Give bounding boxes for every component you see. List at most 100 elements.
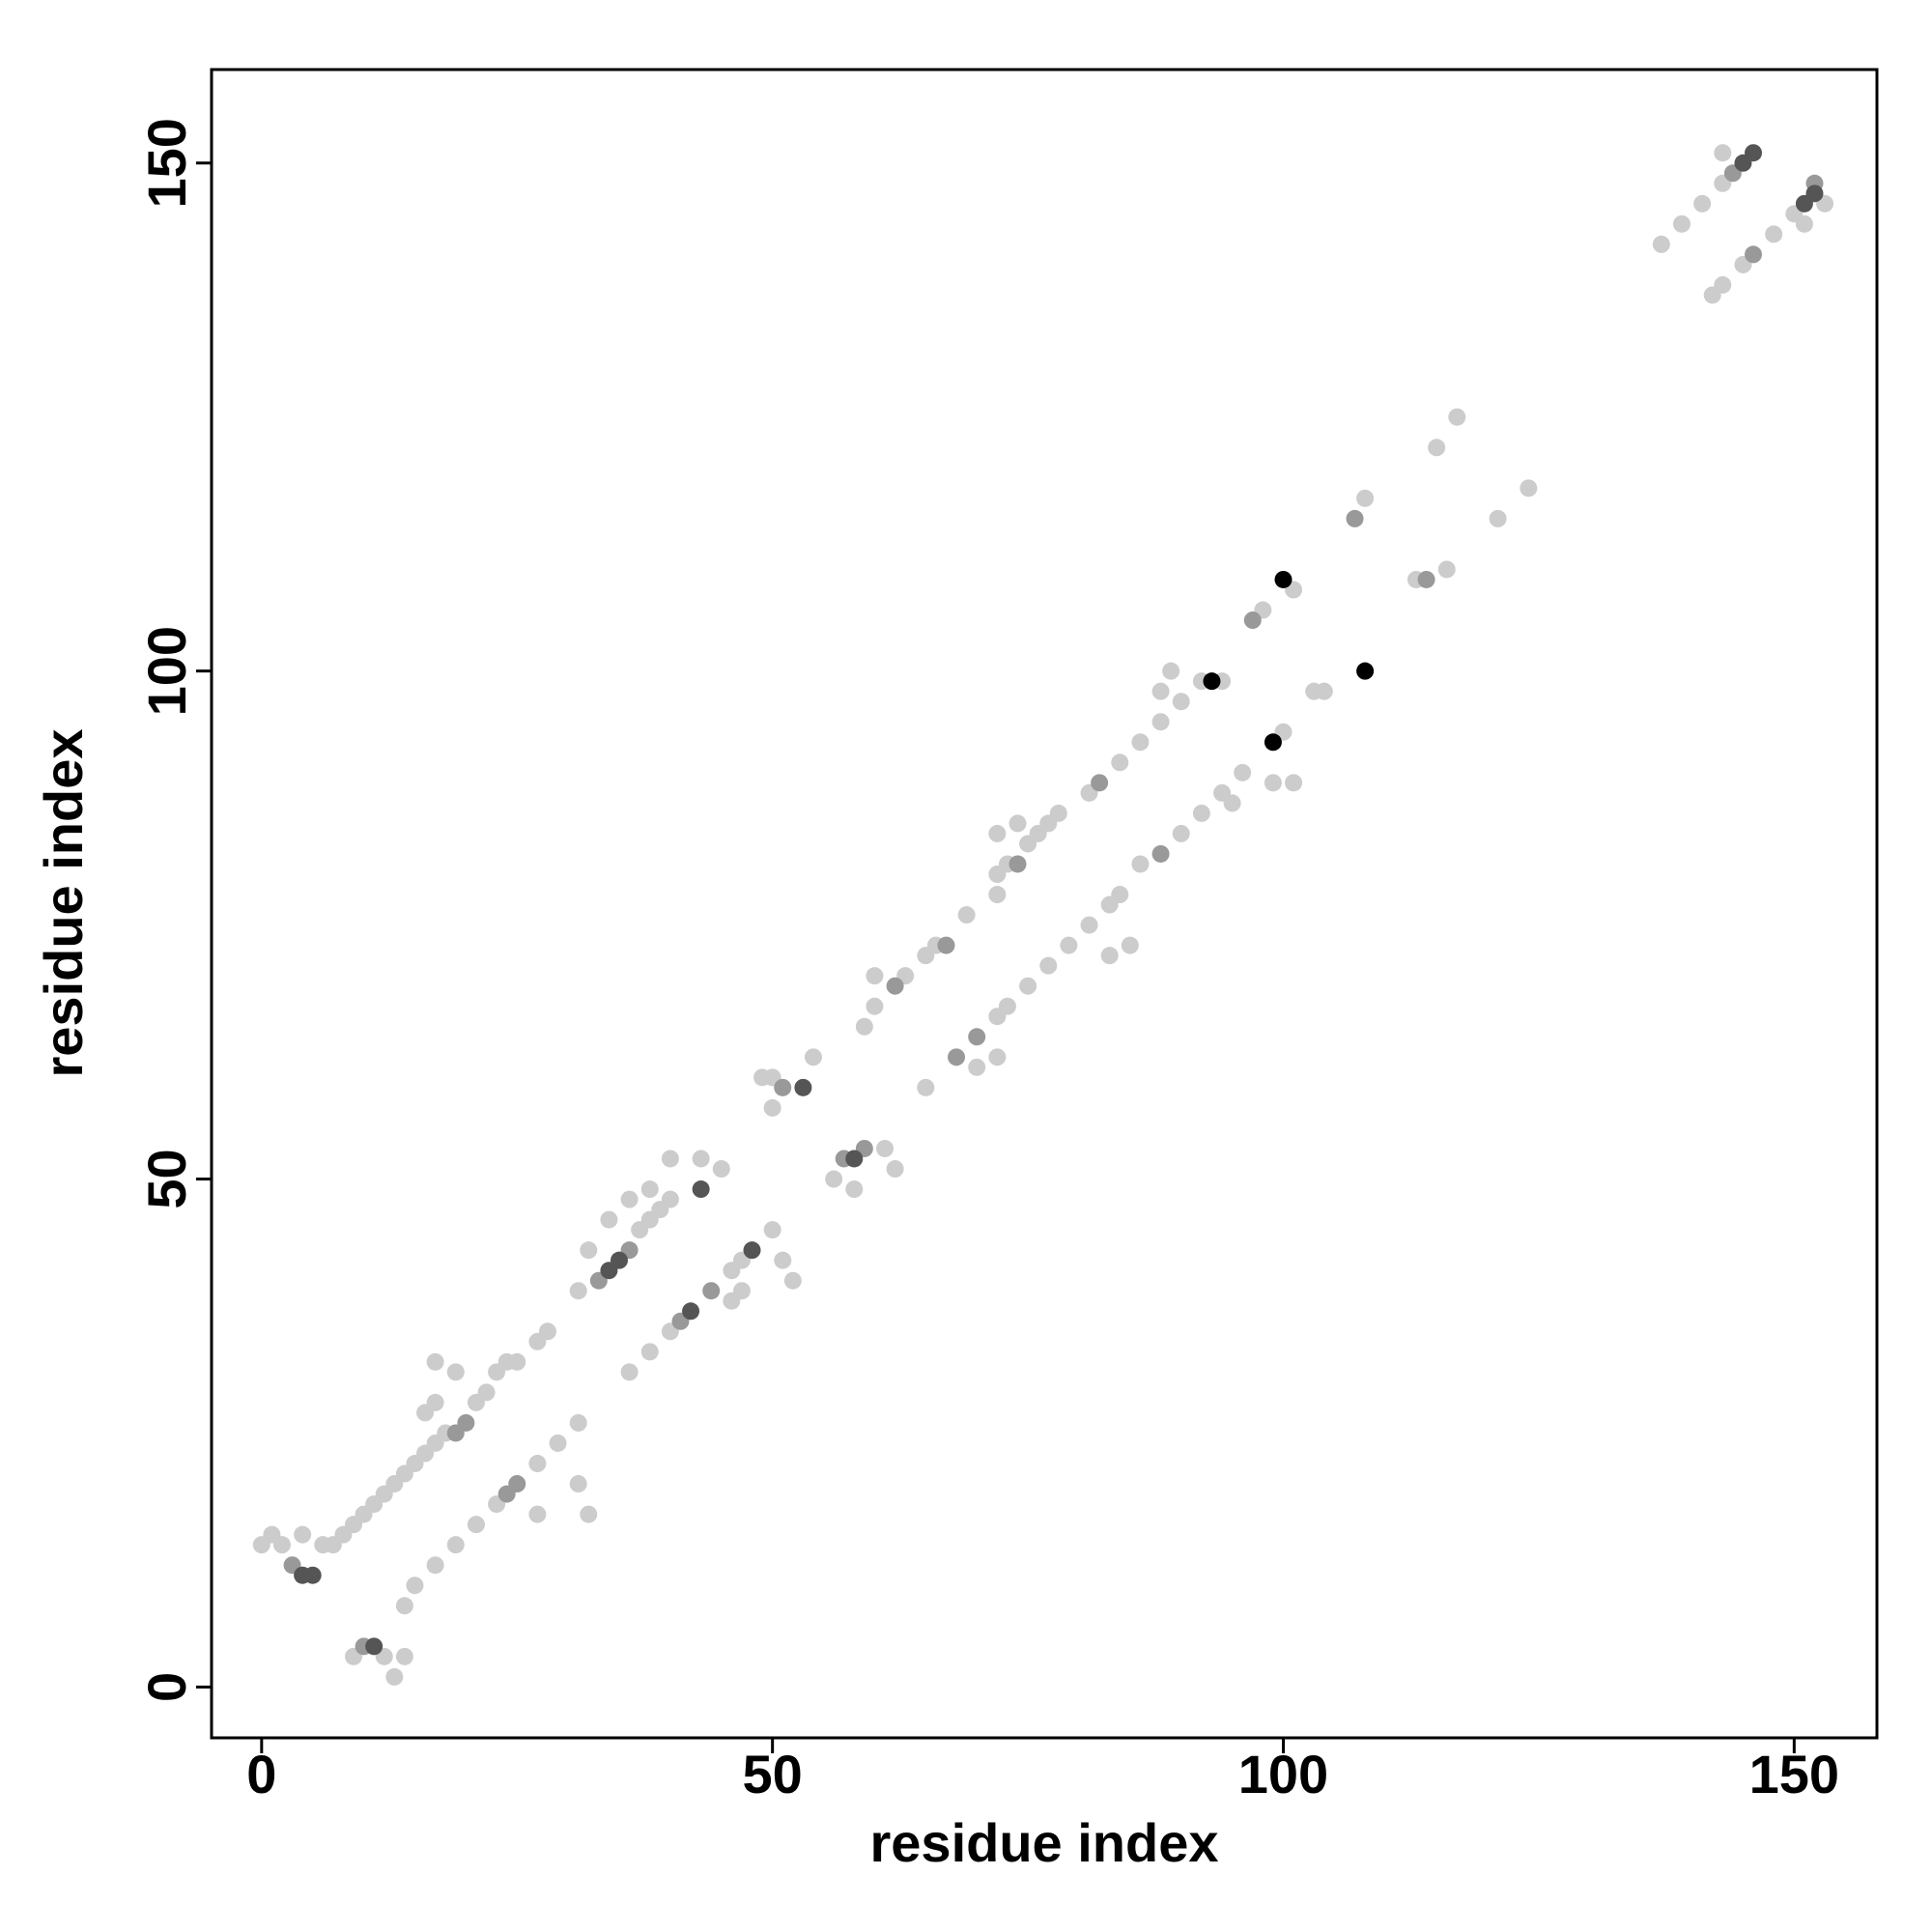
contact-point [1019,977,1037,995]
contact-point [1009,814,1027,833]
contact-point [600,1262,618,1280]
contact-point [763,1098,781,1117]
contact-point [692,1180,710,1199]
contact-point [580,1505,598,1523]
contact-point [845,1150,864,1168]
contact-point [774,1078,792,1096]
x-tick-label: 0 [246,1744,276,1804]
contact-point [866,967,884,985]
contact-point [1162,662,1180,680]
contact-point [1091,774,1109,792]
contact-point [569,1282,587,1300]
contact-point [385,1667,404,1686]
contact-point [1203,672,1221,691]
contact-point [743,1241,761,1260]
contact-point [1765,225,1783,243]
contact-point [569,1413,587,1432]
contact-point [1448,408,1466,426]
contact-point [1356,489,1375,507]
contact-point [1100,947,1119,965]
contact-point [1049,804,1067,822]
contact-point [497,1485,516,1503]
contact-point [446,1424,465,1442]
contact-point [968,1058,986,1076]
contact-point [845,1180,864,1199]
contact-point [1243,611,1262,630]
contact-point [467,1516,485,1534]
contact-point [876,1139,895,1157]
contact-point [477,1383,496,1402]
contact-point [712,1160,730,1179]
contact-point [1223,794,1241,812]
contact-point [426,1393,444,1411]
contact-point [538,1322,556,1341]
contact-point [1192,804,1210,822]
contact-point [303,1566,322,1584]
contact-point [1172,693,1190,711]
contact-point [1428,439,1446,457]
contact-point [426,1352,444,1371]
contact-point [682,1302,700,1321]
contact-point [640,1343,659,1361]
contact-point [1714,275,1732,294]
contact-point [948,1048,966,1066]
contact-point [620,1363,639,1381]
contact-point [1805,185,1824,203]
contact-point [549,1434,567,1452]
x-tick-label: 100 [1238,1744,1328,1804]
y-tick-label: 50 [136,1149,197,1208]
contact-point [998,997,1016,1015]
contact-point [1151,682,1170,700]
contact-point [406,1577,424,1595]
contact-point [1520,479,1538,497]
contact-point [508,1352,526,1371]
contact-point [1274,570,1293,588]
contact-point [886,1160,904,1179]
x-tick-label: 150 [1749,1744,1839,1804]
contact-point [825,1170,843,1188]
contact-point [395,1597,413,1615]
contact-point [446,1363,465,1381]
contact-point [1060,936,1078,954]
contact-point [365,1637,384,1656]
contact-point [794,1078,812,1096]
contact-point [395,1647,413,1665]
contact-point [661,1190,679,1208]
contact-point [1009,855,1027,873]
contact-point [580,1241,598,1260]
contact-point [1080,916,1098,934]
contact-point [957,906,976,924]
contact-point [1039,956,1058,975]
contact-point [1315,682,1333,700]
contact-point [1672,214,1690,233]
contact-point [1131,733,1150,752]
contact-point [1151,713,1170,731]
contact-point [1693,194,1712,213]
x-axis-label: residue index [869,1812,1218,1873]
contact-point [1489,509,1507,527]
contact-point [272,1536,291,1554]
contact-point [988,886,1007,904]
contact-point [1131,855,1150,873]
contact-point [1111,753,1129,772]
contact-point [1437,560,1456,579]
contact-point [937,936,955,954]
contact-point [1745,144,1763,162]
contact-point [855,1017,873,1036]
contact-point [804,1048,822,1066]
contact-point [886,977,904,995]
contact-point [661,1150,679,1168]
y-tick-label: 100 [136,626,197,716]
contact-point [702,1282,721,1300]
contact-point [783,1271,802,1290]
contact-point [620,1190,639,1208]
contact-point [1151,844,1170,863]
contact-point [1121,936,1139,954]
contact-point [723,1292,741,1310]
contact-point [1417,570,1435,588]
contact-point [1356,662,1375,680]
plot-frame [210,68,1879,1740]
contact-point [1264,733,1282,752]
x-tick-label: 50 [743,1744,803,1804]
